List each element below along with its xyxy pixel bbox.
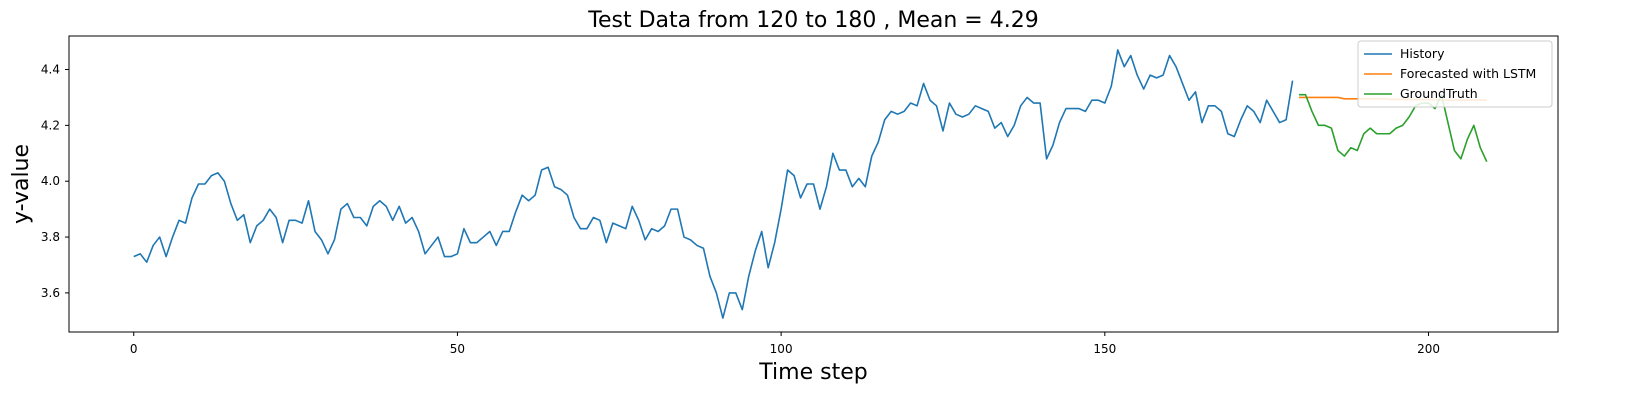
legend: History Forecasted with LSTM GroundTruth [1357,40,1553,108]
axis-ticks: 0 50 100 150 200 3.6 3.8 4.0 4.2 4.4 [41,63,1440,356]
y-tick-label: 4.2 [41,118,60,132]
x-tick-label: 200 [1417,342,1440,356]
chart-title: Test Data from 120 to 180 , Mean = 4.29 [587,8,1038,33]
y-tick-label: 4.4 [41,63,60,77]
y-axis-label: y-value [9,144,34,224]
series-line-groundtruth [1299,93,1488,162]
x-tick-label: 50 [450,342,465,356]
legend-label-forecast: Forecasted with LSTM [1400,66,1536,81]
legend-label-groundtruth: GroundTruth [1400,86,1478,101]
axes-frame [68,35,1559,333]
legend-label-history: History [1400,46,1445,61]
y-tick-label: 4.0 [41,174,60,188]
x-tick-label: 150 [1093,342,1116,356]
y-tick-label: 3.8 [41,230,60,244]
y-tick-label: 3.6 [41,286,60,300]
x-tick-label: 100 [770,342,793,356]
x-axis-label: Time step [758,360,867,385]
series-line-history [133,49,1294,319]
x-tick-label: 0 [130,342,138,356]
legend-box [1357,40,1553,108]
